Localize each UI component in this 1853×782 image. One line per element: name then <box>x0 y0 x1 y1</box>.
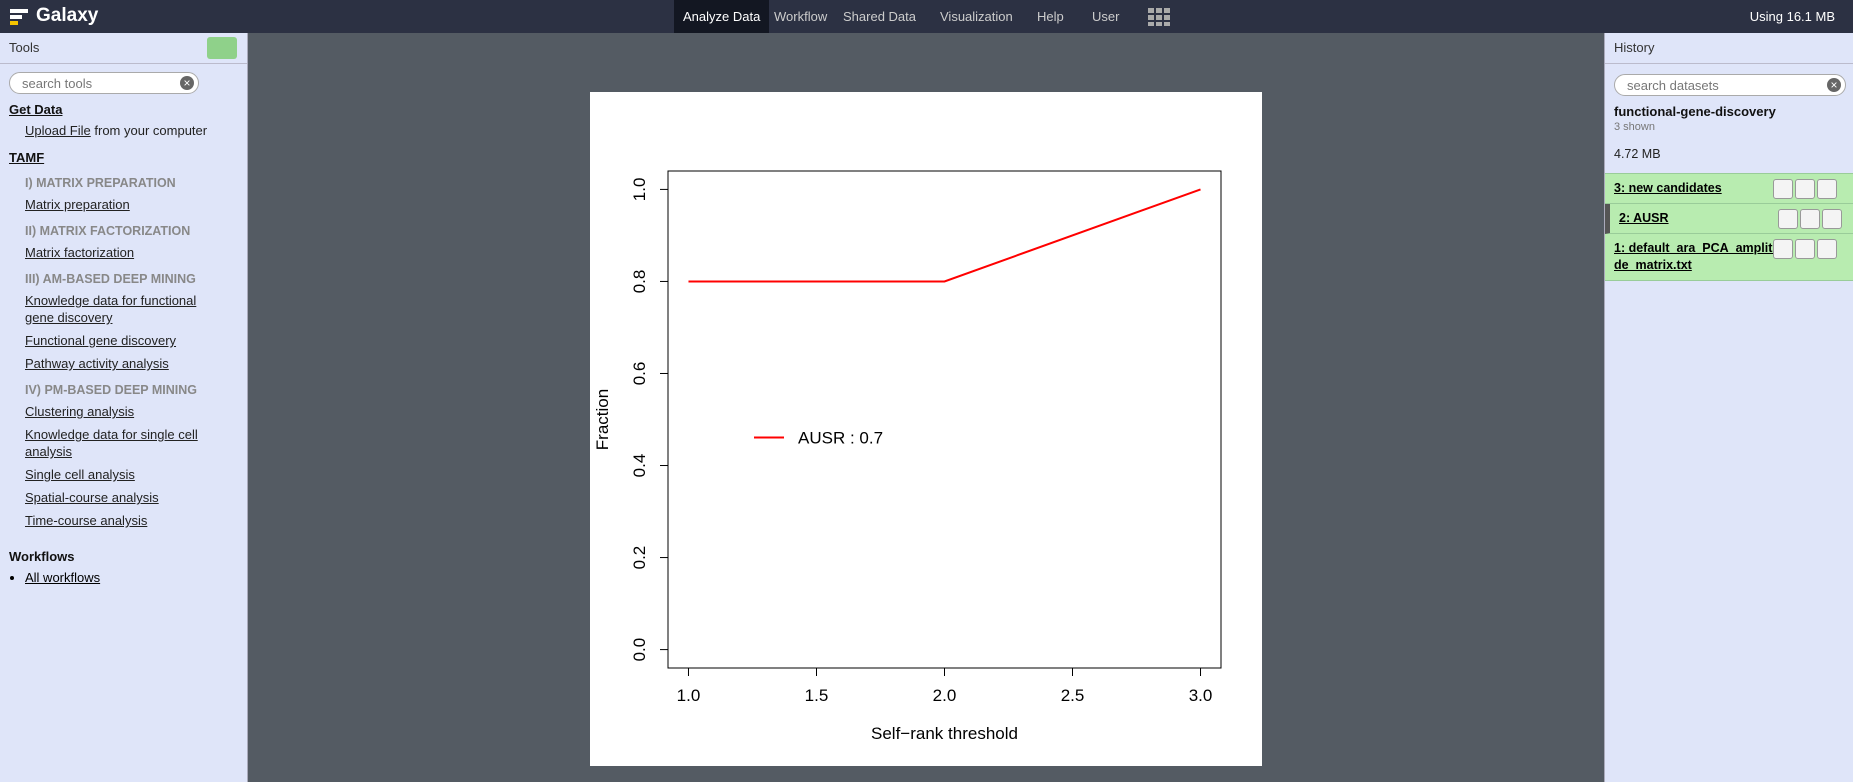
dataset-icon[interactable] <box>1778 209 1798 229</box>
tool-link[interactable]: Clustering analysis <box>25 404 135 419</box>
chart-background <box>590 92 1262 766</box>
x-tick-label: 3.0 <box>1189 686 1213 705</box>
tool-panel: Tools search tools Get Data Upload File f… <box>0 33 248 782</box>
y-tick-label: 0.4 <box>630 454 649 478</box>
series-line <box>688 188 1201 283</box>
x-tick-label: 2.5 <box>1061 686 1085 705</box>
nav-item[interactable]: Shared Data <box>843 9 916 24</box>
group-label: I) MATRIX PREPARATION <box>25 176 176 190</box>
panel-title: Tools <box>9 40 40 55</box>
panel-title: History <box>1614 40 1655 55</box>
history-name[interactable]: functional-gene-discovery <box>1614 104 1776 119</box>
y-tick-label: 0.8 <box>630 270 649 294</box>
dataset[interactable]: 1: default_ara_PCA_amplitude_matrix.txt <box>1605 234 1853 281</box>
section-title[interactable]: TAMF <box>9 150 45 165</box>
dataset-icon[interactable] <box>1822 209 1842 229</box>
upload-button[interactable] <box>207 37 237 59</box>
tool-link[interactable]: Spatial-course analysis <box>25 490 159 505</box>
x-tick-label: 1.0 <box>677 686 701 705</box>
x-axis-label: Self−rank threshold <box>871 724 1018 743</box>
search-box[interactable]: search datasets <box>1614 74 1846 96</box>
dataset-icon[interactable] <box>1817 239 1837 259</box>
dataset-icon[interactable] <box>1800 209 1820 229</box>
tool-row: Upload File from your computer <box>25 123 222 138</box>
panel-header: Tools <box>0 33 247 64</box>
group-label: III) AM-BASED DEEP MINING <box>25 272 196 286</box>
nav-item[interactable]: Workflow <box>774 9 828 24</box>
panel-header: History <box>1605 33 1853 64</box>
tool-link[interactable]: Time-course analysis <box>25 513 148 528</box>
shown-count: 3 shown <box>1614 121 1655 133</box>
history-panel: History search datasets functional-gene-… <box>1604 33 1853 782</box>
dataset-icon[interactable] <box>1773 179 1793 199</box>
tool-link[interactable]: Pathway activity analysis <box>25 356 169 371</box>
y-tick-label: 0.0 <box>630 638 649 662</box>
tool-link[interactable]: Single cell analysis <box>25 467 135 482</box>
y-tick-label: 0.6 <box>630 362 649 386</box>
tool-link[interactable]: Functional gene discovery <box>25 333 177 348</box>
tool-link[interactable]: Matrix preparation <box>25 197 130 212</box>
workflow-list: All workflows <box>0 570 247 585</box>
x-tick-label: 1.5 <box>805 686 829 705</box>
tool-link[interactable]: Matrix factorization <box>25 245 135 260</box>
y-tick-label: 0.2 <box>630 546 649 570</box>
section-title[interactable]: Get Data <box>9 102 63 117</box>
dataset-icon[interactable] <box>1817 179 1837 199</box>
legend-label: AUSR : 0.7 <box>798 429 883 448</box>
search-box[interactable]: search tools <box>9 72 199 94</box>
tool-link[interactable]: Knowledge data for single cell analysis <box>25 427 198 459</box>
masthead: Galaxy Analyze Data Workflow Shared Data… <box>0 0 1853 33</box>
apps-icon[interactable] <box>1148 8 1170 26</box>
y-axis-label: Fraction <box>593 389 612 450</box>
group-label: IV) PM-BASED DEEP MINING <box>25 383 198 397</box>
quota: Using 16.1 MB <box>1749 9 1835 24</box>
history-size: 4.72 MB <box>1614 147 1661 161</box>
y-tick-label: 1.0 <box>630 178 649 202</box>
tool-suffix: from your computer <box>94 123 208 138</box>
dataset-icon[interactable] <box>1795 179 1815 199</box>
tool-list: Get Data Upload File from your computer TA… <box>0 102 247 585</box>
tool-link[interactable]: Upload File <box>25 123 91 138</box>
chart: 1.0 1.5 2.0 2.5 3.0 0.0 0.2 0.4 0.6 0.8 1.0 Self−ra… <box>590 92 1262 766</box>
brand[interactable]: Galaxy <box>36 5 99 26</box>
dataset-list: 3: new candidates 2: AUSR 1: default_ara_P… <box>1605 173 1853 281</box>
dataset[interactable]: 2: AUSR <box>1605 204 1853 234</box>
section-title: Workflows <box>9 549 75 564</box>
nav-item[interactable]: Help <box>1037 9 1064 24</box>
nav-item[interactable]: Analyze Data <box>674 0 770 33</box>
nav-item[interactable]: Visualization <box>940 9 1013 24</box>
dataset-icon[interactable] <box>1773 239 1793 259</box>
x-tick-label: 2.0 <box>933 686 957 705</box>
dataset-icon[interactable] <box>1795 239 1815 259</box>
workflow-link[interactable]: All workflows <box>25 570 247 585</box>
tool-link[interactable]: Knowledge data for functional gene disco… <box>25 293 197 325</box>
group-label: II) MATRIX FACTORIZATION <box>25 224 191 238</box>
logo <box>10 9 28 25</box>
dataset[interactable]: 3: new candidates <box>1605 174 1853 204</box>
nav-item[interactable]: User <box>1092 9 1120 24</box>
